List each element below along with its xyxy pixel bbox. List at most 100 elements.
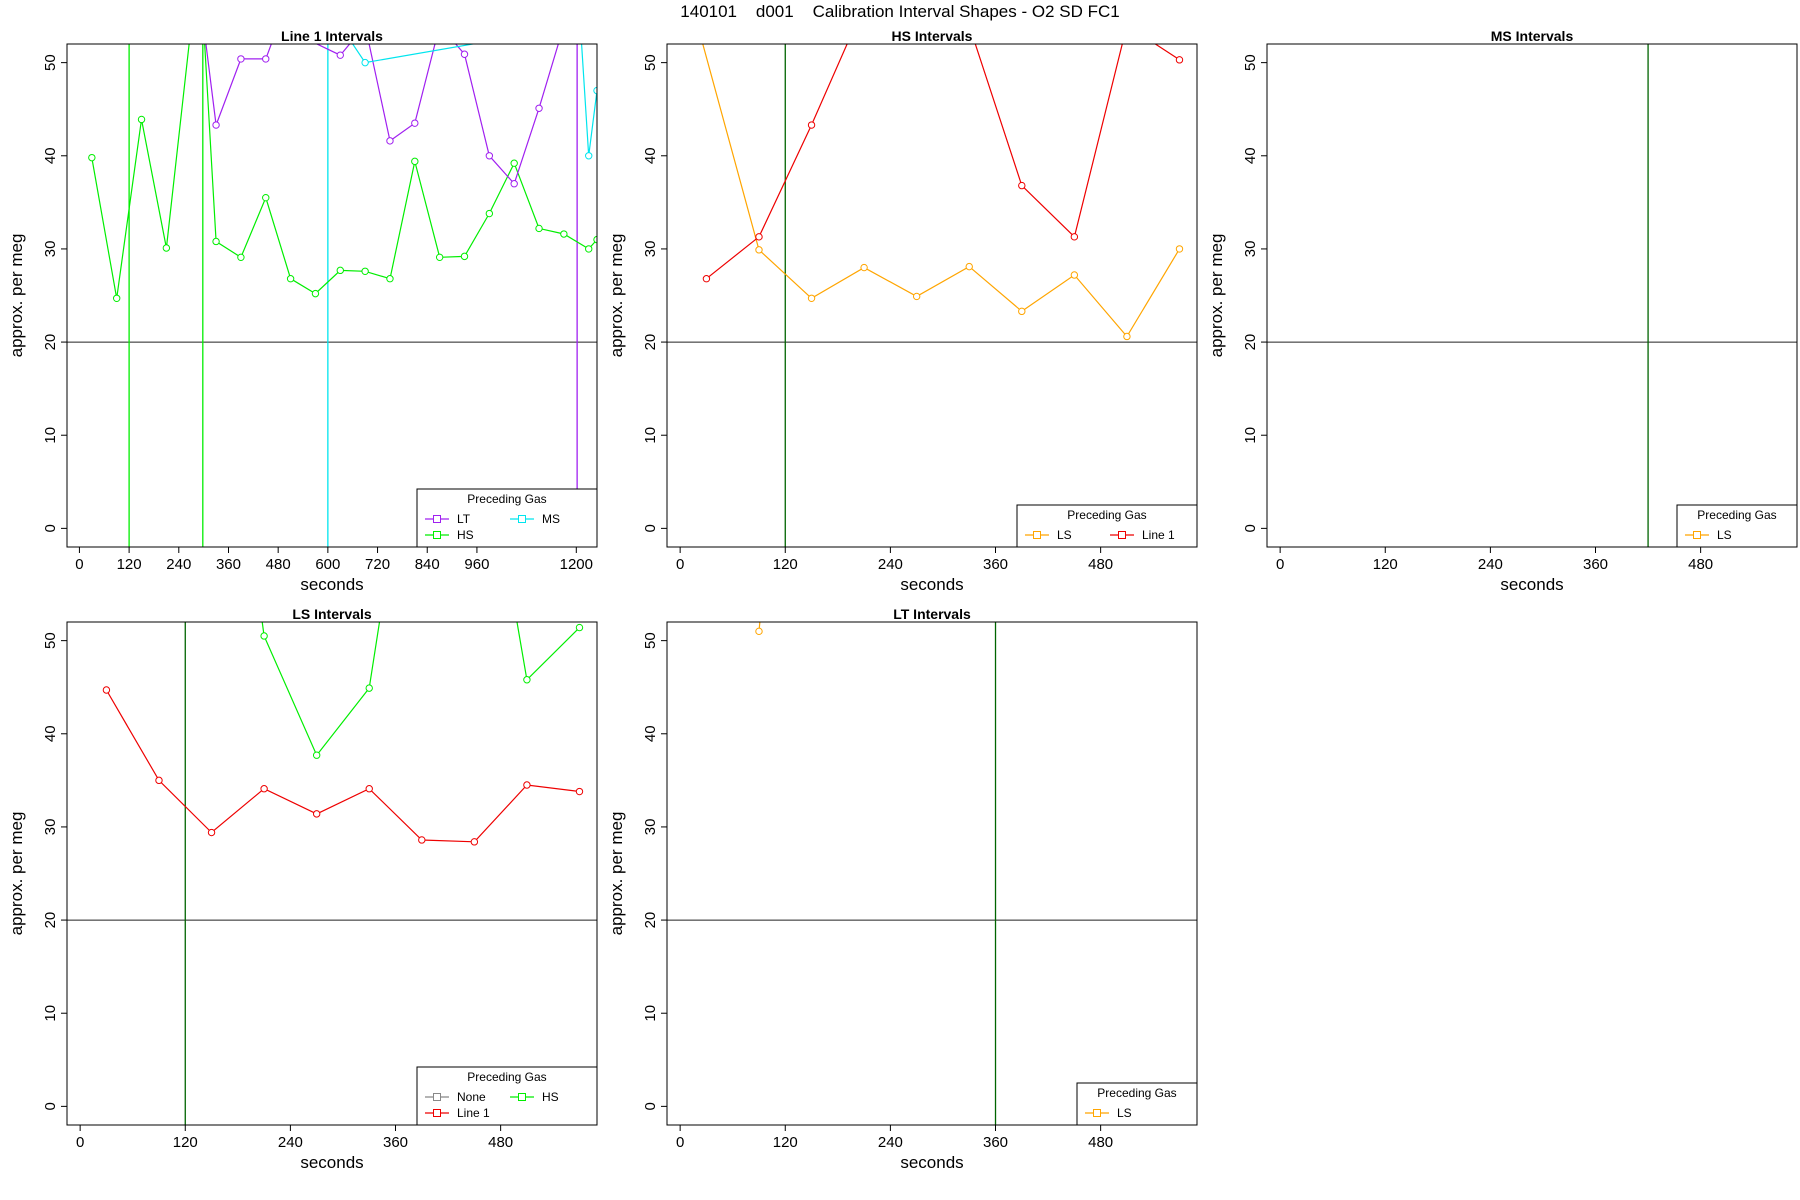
- y-tick-label: 20: [642, 912, 659, 929]
- y-tick-label: 20: [42, 912, 59, 929]
- data-point-line-1: [1070, 233, 1079, 241]
- data-point-ms: [577, 22, 583, 28]
- plot-frame: [1266, 43, 1798, 548]
- legend: Preceding Gas LS: [1676, 504, 1798, 548]
- x-tick-label: 480: [488, 1134, 513, 1151]
- y-tick-label: 30: [642, 241, 659, 258]
- y-tick-label: 50: [42, 54, 59, 71]
- x-tick-label: 240: [1478, 556, 1503, 573]
- legend: Preceding Gas None HS Line 1: [416, 1066, 598, 1126]
- series-line-hs: [261, 622, 580, 757]
- data-point-ls: [1018, 307, 1026, 316]
- data-point-line-1: [207, 828, 216, 837]
- data-point-ls: [1070, 271, 1079, 279]
- data-point-lt: [436, 22, 442, 28]
- data-point-line-1: [702, 275, 711, 283]
- data-point-hs: [286, 275, 295, 283]
- x-tick-label: 0: [676, 1134, 684, 1151]
- data-point-hs: [485, 209, 494, 218]
- data-point-hs: [112, 294, 121, 302]
- data-point-hs: [365, 684, 373, 692]
- x-tick-label: 0: [75, 556, 83, 573]
- chart-panel-ls-intervals: LS Intervals 0 120 240 360 480 seconds 0 10 20 30 4…: [7, 600, 598, 1172]
- legend-swatch-marker-hs: [433, 531, 441, 539]
- x-tick-label: 0: [676, 556, 684, 573]
- data-point-hs: [257, 600, 263, 606]
- y-tick-label: 0: [42, 1102, 59, 1110]
- legend-label-hs: HS: [542, 1090, 559, 1104]
- x-tick-label: 840: [415, 556, 440, 573]
- data-point-line-1: [102, 686, 111, 694]
- data-point-hs: [262, 193, 270, 202]
- data-point-line-1: [852, 22, 858, 28]
- data-point-line-1: [312, 810, 321, 818]
- data-point-hs: [88, 153, 96, 162]
- legend-swatch-marker-none: [433, 1093, 441, 1101]
- legend-title: Preceding Gas: [1067, 508, 1146, 522]
- panel-title: LS Intervals: [292, 606, 372, 622]
- legend-title: Preceding Gas: [1097, 1086, 1176, 1100]
- legend-label-hs: HS: [457, 528, 474, 542]
- data-point-hs: [560, 230, 568, 238]
- x-tick-label: 0: [1276, 556, 1284, 573]
- x-tick-label: 480: [266, 556, 291, 573]
- data-point-lt: [386, 137, 394, 145]
- x-tick-label: 600: [315, 556, 340, 573]
- y-tick-label: 10: [42, 427, 59, 444]
- data-point-ms: [361, 58, 369, 67]
- y-axis-label: approx. per meg: [7, 812, 26, 936]
- y-tick-label: 0: [1242, 524, 1259, 532]
- panel-title: MS Intervals: [1491, 28, 1574, 44]
- chart-panel-hs-intervals: HS Intervals 0 120 240 360 480 seconds 0 10 20 30 4…: [607, 22, 1198, 594]
- data-point-hs: [386, 275, 394, 283]
- data-point-hs: [237, 253, 245, 262]
- x-tick-label: 720: [365, 556, 390, 573]
- data-point-line-1: [523, 781, 531, 789]
- data-point-ls: [912, 292, 921, 301]
- legend-swatch-marker-lt: [433, 515, 441, 523]
- legend-label-line-1: Line 1: [1142, 528, 1175, 542]
- data-point-ls: [965, 262, 973, 271]
- y-tick-label: 30: [42, 241, 59, 258]
- chart-panel-line1-intervals: Line 1 Intervals 0 120 240 360 480 600 720 840 96…: [7, 22, 598, 594]
- legend-box: [1076, 1082, 1198, 1126]
- x-tick-label: 240: [166, 556, 191, 573]
- data-point-ls: [755, 246, 763, 254]
- y-tick-label: 30: [642, 819, 659, 836]
- data-point-line-1: [1175, 56, 1184, 64]
- legend: Preceding Gas LS: [1076, 1082, 1198, 1126]
- data-point-line-1: [807, 121, 816, 129]
- data-point-ls: [694, 22, 700, 28]
- x-tick-label: 360: [1583, 556, 1608, 573]
- x-tick-label: 480: [1088, 556, 1113, 573]
- data-point-hs: [312, 751, 321, 759]
- x-tick-label: 120: [773, 556, 798, 573]
- plot-area: [667, 22, 1197, 547]
- y-tick-label: 40: [642, 147, 659, 164]
- y-tick-label: 10: [42, 1005, 59, 1022]
- data-point-lt: [510, 180, 518, 188]
- legend-label-none: None: [457, 1090, 486, 1104]
- data-point-hs: [585, 245, 593, 253]
- data-point-ls: [1175, 245, 1184, 253]
- x-tick-label: 360: [383, 1134, 408, 1151]
- legend-swatch-marker-hs: [518, 1093, 526, 1101]
- plot-frame: [666, 621, 1198, 1126]
- legend-swatch-marker-line-1: [433, 1109, 441, 1117]
- y-axis-label: approx. per meg: [607, 234, 626, 358]
- legend-box: [416, 1066, 598, 1126]
- data-point-line-1: [575, 787, 584, 796]
- data-point-hs: [188, 22, 194, 28]
- data-point-lt: [212, 121, 220, 129]
- data-point-lt: [336, 51, 344, 59]
- plot-area: [67, 600, 597, 1125]
- x-axis-label: seconds: [300, 575, 363, 594]
- plot-frame: [66, 621, 598, 1126]
- data-point-hs: [523, 676, 531, 684]
- y-tick-label: 50: [642, 54, 659, 71]
- legend-swatch-marker-line-1: [1118, 531, 1126, 539]
- data-point-hs: [379, 600, 385, 606]
- data-point-hs: [311, 289, 320, 298]
- series-line-line-1: [706, 44, 1180, 280]
- data-point-line-1: [260, 785, 268, 793]
